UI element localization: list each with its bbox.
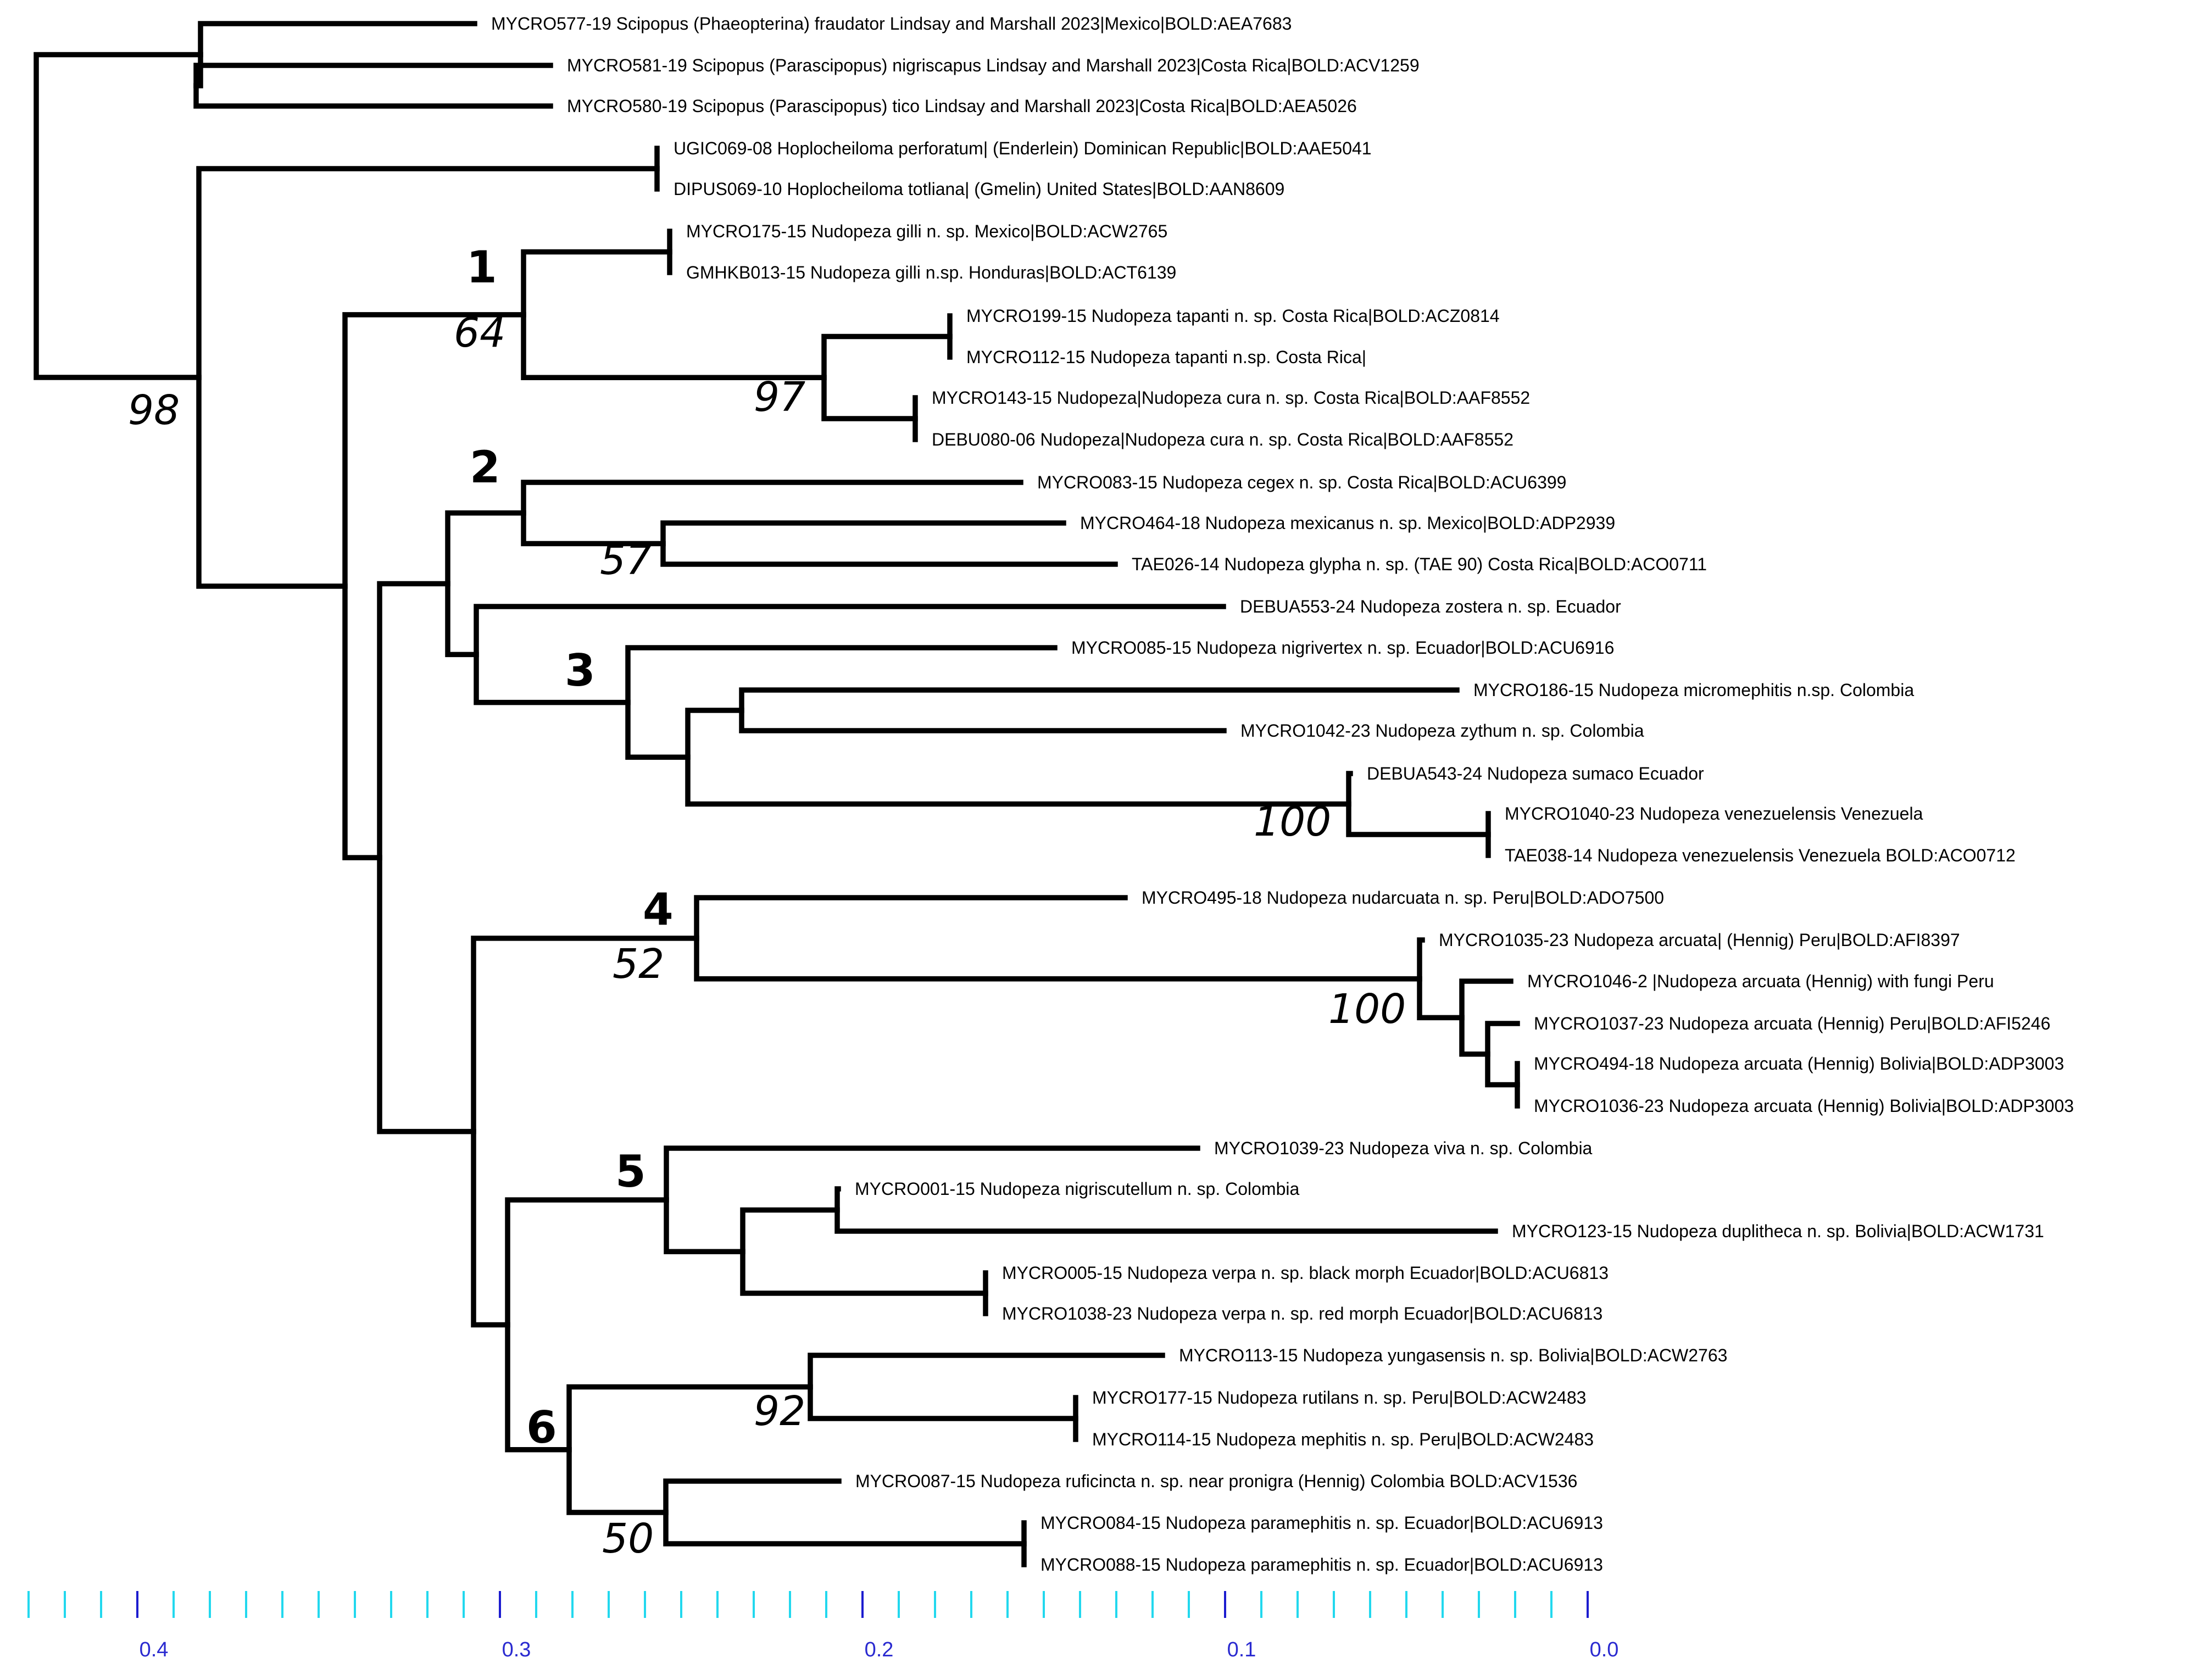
bootstrap-value: 52 [613, 941, 664, 988]
clade-number: 5 [615, 1146, 646, 1197]
scale-label: 0.2 [865, 1638, 894, 1661]
taxon-label: MYCRO580-19 Scipopus (Parascipopus) tico… [567, 96, 1357, 116]
tree-branch [445, 510, 526, 658]
taxon-label: DEBUA543-24 Nudopeza sumaco Ecuador [1367, 764, 1704, 783]
bootstrap-value: 98 [128, 387, 180, 434]
bootstrap-value: 92 [754, 1388, 805, 1435]
taxon-label: MYCRO087-15 Nudopeza ruficincta n. sp. n… [855, 1471, 1577, 1491]
clade-number: 1 [466, 242, 497, 293]
taxon-label: MYCRO005-15 Nudopeza verpa n. sp. black … [1002, 1263, 1609, 1283]
taxon-label: MYCRO085-15 Nudopeza nigrivertex n. sp. … [1071, 638, 1614, 658]
taxon-label: UGIC069-08 Hoplocheiloma perforatum| (En… [674, 138, 1372, 158]
taxon-label: MYCRO143-15 Nudopeza|Nudopeza cura n. sp… [932, 388, 1530, 408]
taxon-label: MYCRO1040-23 Nudopeza venezuelensis Vene… [1505, 804, 1923, 824]
clade-number: 2 [470, 442, 500, 493]
taxon-label: MYCRO1046-2 |Nudopeza arcuata (Hennig) w… [1527, 971, 1994, 991]
taxon-label: MYCRO1037-23 Nudopeza arcuata (Hennig) P… [1534, 1014, 2050, 1033]
clade-number: 3 [565, 645, 596, 696]
tree-branch [1417, 937, 1465, 1021]
tree-branch [377, 581, 476, 1134]
taxon-label: MYCRO494-18 Nudopeza arcuata (Hennig) Bo… [1534, 1054, 2064, 1073]
bootstrap-value: 57 [600, 537, 652, 584]
taxon-label: GMHKB013-15 Nudopeza gilli n.sp. Hondura… [686, 263, 1176, 282]
taxon-label: MYCRO114-15 Nudopeza mephitis n. sp. Per… [1092, 1429, 1594, 1449]
tree-branch [808, 1353, 1165, 1421]
taxon-label: MYCRO177-15 Nudopeza rutilans n. sp. Per… [1092, 1388, 1586, 1408]
tree-branch [821, 333, 953, 421]
bootstrap-value: 100 [1254, 798, 1331, 845]
tree-branch [34, 52, 203, 380]
taxon-label: MYCRO577-19 Scipopus (Phaeopterina) frau… [491, 14, 1292, 34]
tree-branch [1485, 1021, 1520, 1088]
taxon-label: MYCRO581-19 Scipopus (Parascipopus) nigr… [567, 55, 1420, 75]
taxon-label: DIPUS069-10 Hoplocheiloma totliana| (Gme… [674, 179, 1284, 199]
scale-label: 0.0 [1590, 1638, 1619, 1661]
taxon-label: MYCRO199-15 Nudopeza tapanti n. sp. Cost… [966, 306, 1500, 326]
taxon-label: MYCRO1039-23 Nudopeza viva n. sp. Colomb… [1214, 1138, 1593, 1158]
taxon-label: MYCRO001-15 Nudopeza nigriscutellum n. s… [855, 1179, 1299, 1199]
tree-branch [193, 21, 477, 88]
bootstrap-value: 64 [454, 309, 505, 357]
scale-label: 0.3 [502, 1638, 531, 1661]
taxon-label: TAE026-14 Nudopeza glypha n. sp. (TAE 90… [1132, 554, 1707, 574]
taxon-label: MYCRO113-15 Nudopeza yungasensis n. sp. … [1179, 1345, 1727, 1365]
bootstrap-value: 50 [602, 1515, 654, 1562]
bootstrap-value: 97 [754, 374, 805, 421]
taxon-label: MYCRO1036-23 Nudopeza arcuata (Hennig) B… [1534, 1096, 2074, 1116]
tree-branch [660, 520, 1118, 567]
taxon-label: MYCRO495-18 Nudopeza nudarcuata n. sp. P… [1142, 888, 1664, 908]
taxon-label: MYCRO186-15 Nudopeza micromephitis n.sp.… [1473, 680, 1914, 700]
taxon-label: MYCRO464-18 Nudopeza mexicanus n. sp. Me… [1080, 513, 1615, 533]
bootstrap-value: 100 [1328, 986, 1406, 1033]
taxon-label: MYCRO084-15 Nudopeza paramephitis n. sp.… [1040, 1513, 1603, 1533]
tree-branch [625, 645, 1058, 760]
taxon-label: DEBUA553-24 Nudopeza zostera n. sp. Ecua… [1240, 597, 1621, 616]
taxon-label: MYCRO088-15 Nudopeza paramephitis n. sp.… [1040, 1555, 1603, 1575]
taxon-label: MYCRO1035-23 Nudopeza arcuata| (Hennig) … [1439, 930, 1960, 950]
taxon-label: MYCRO175-15 Nudopeza gilli n. sp. Mexico… [686, 221, 1167, 241]
taxon-label: MYCRO1042-23 Nudopeza zythum n. sp. Colo… [1240, 721, 1644, 741]
taxon-label: DEBU080-06 Nudopeza|Nudopeza cura n. sp.… [932, 430, 1513, 449]
taxon-label: MYCRO123-15 Nudopeza duplitheca n. sp. B… [1512, 1221, 2044, 1241]
clade-number: 4 [643, 884, 674, 935]
tree-branch [664, 1145, 1200, 1254]
taxon-label: TAE038-14 Nudopeza venezuelensis Venezue… [1505, 845, 2016, 865]
taxon-label: MYCRO112-15 Nudopeza tapanti n.sp. Costa… [966, 347, 1366, 367]
taxon-label: MYCRO1038-23 Nudopeza verpa n. sp. red m… [1002, 1304, 1602, 1323]
tree-branch [740, 1207, 988, 1296]
taxon-label: MYCRO083-15 Nudopeza cegex n. sp. Costa … [1037, 472, 1566, 492]
tree-branch [193, 63, 553, 109]
scale-label: 0.4 [140, 1638, 169, 1661]
scale-label: 0.1 [1227, 1638, 1256, 1661]
tree-branch [521, 480, 1023, 547]
tree-branch [694, 895, 1422, 982]
clade-number: 6 [526, 1402, 557, 1453]
